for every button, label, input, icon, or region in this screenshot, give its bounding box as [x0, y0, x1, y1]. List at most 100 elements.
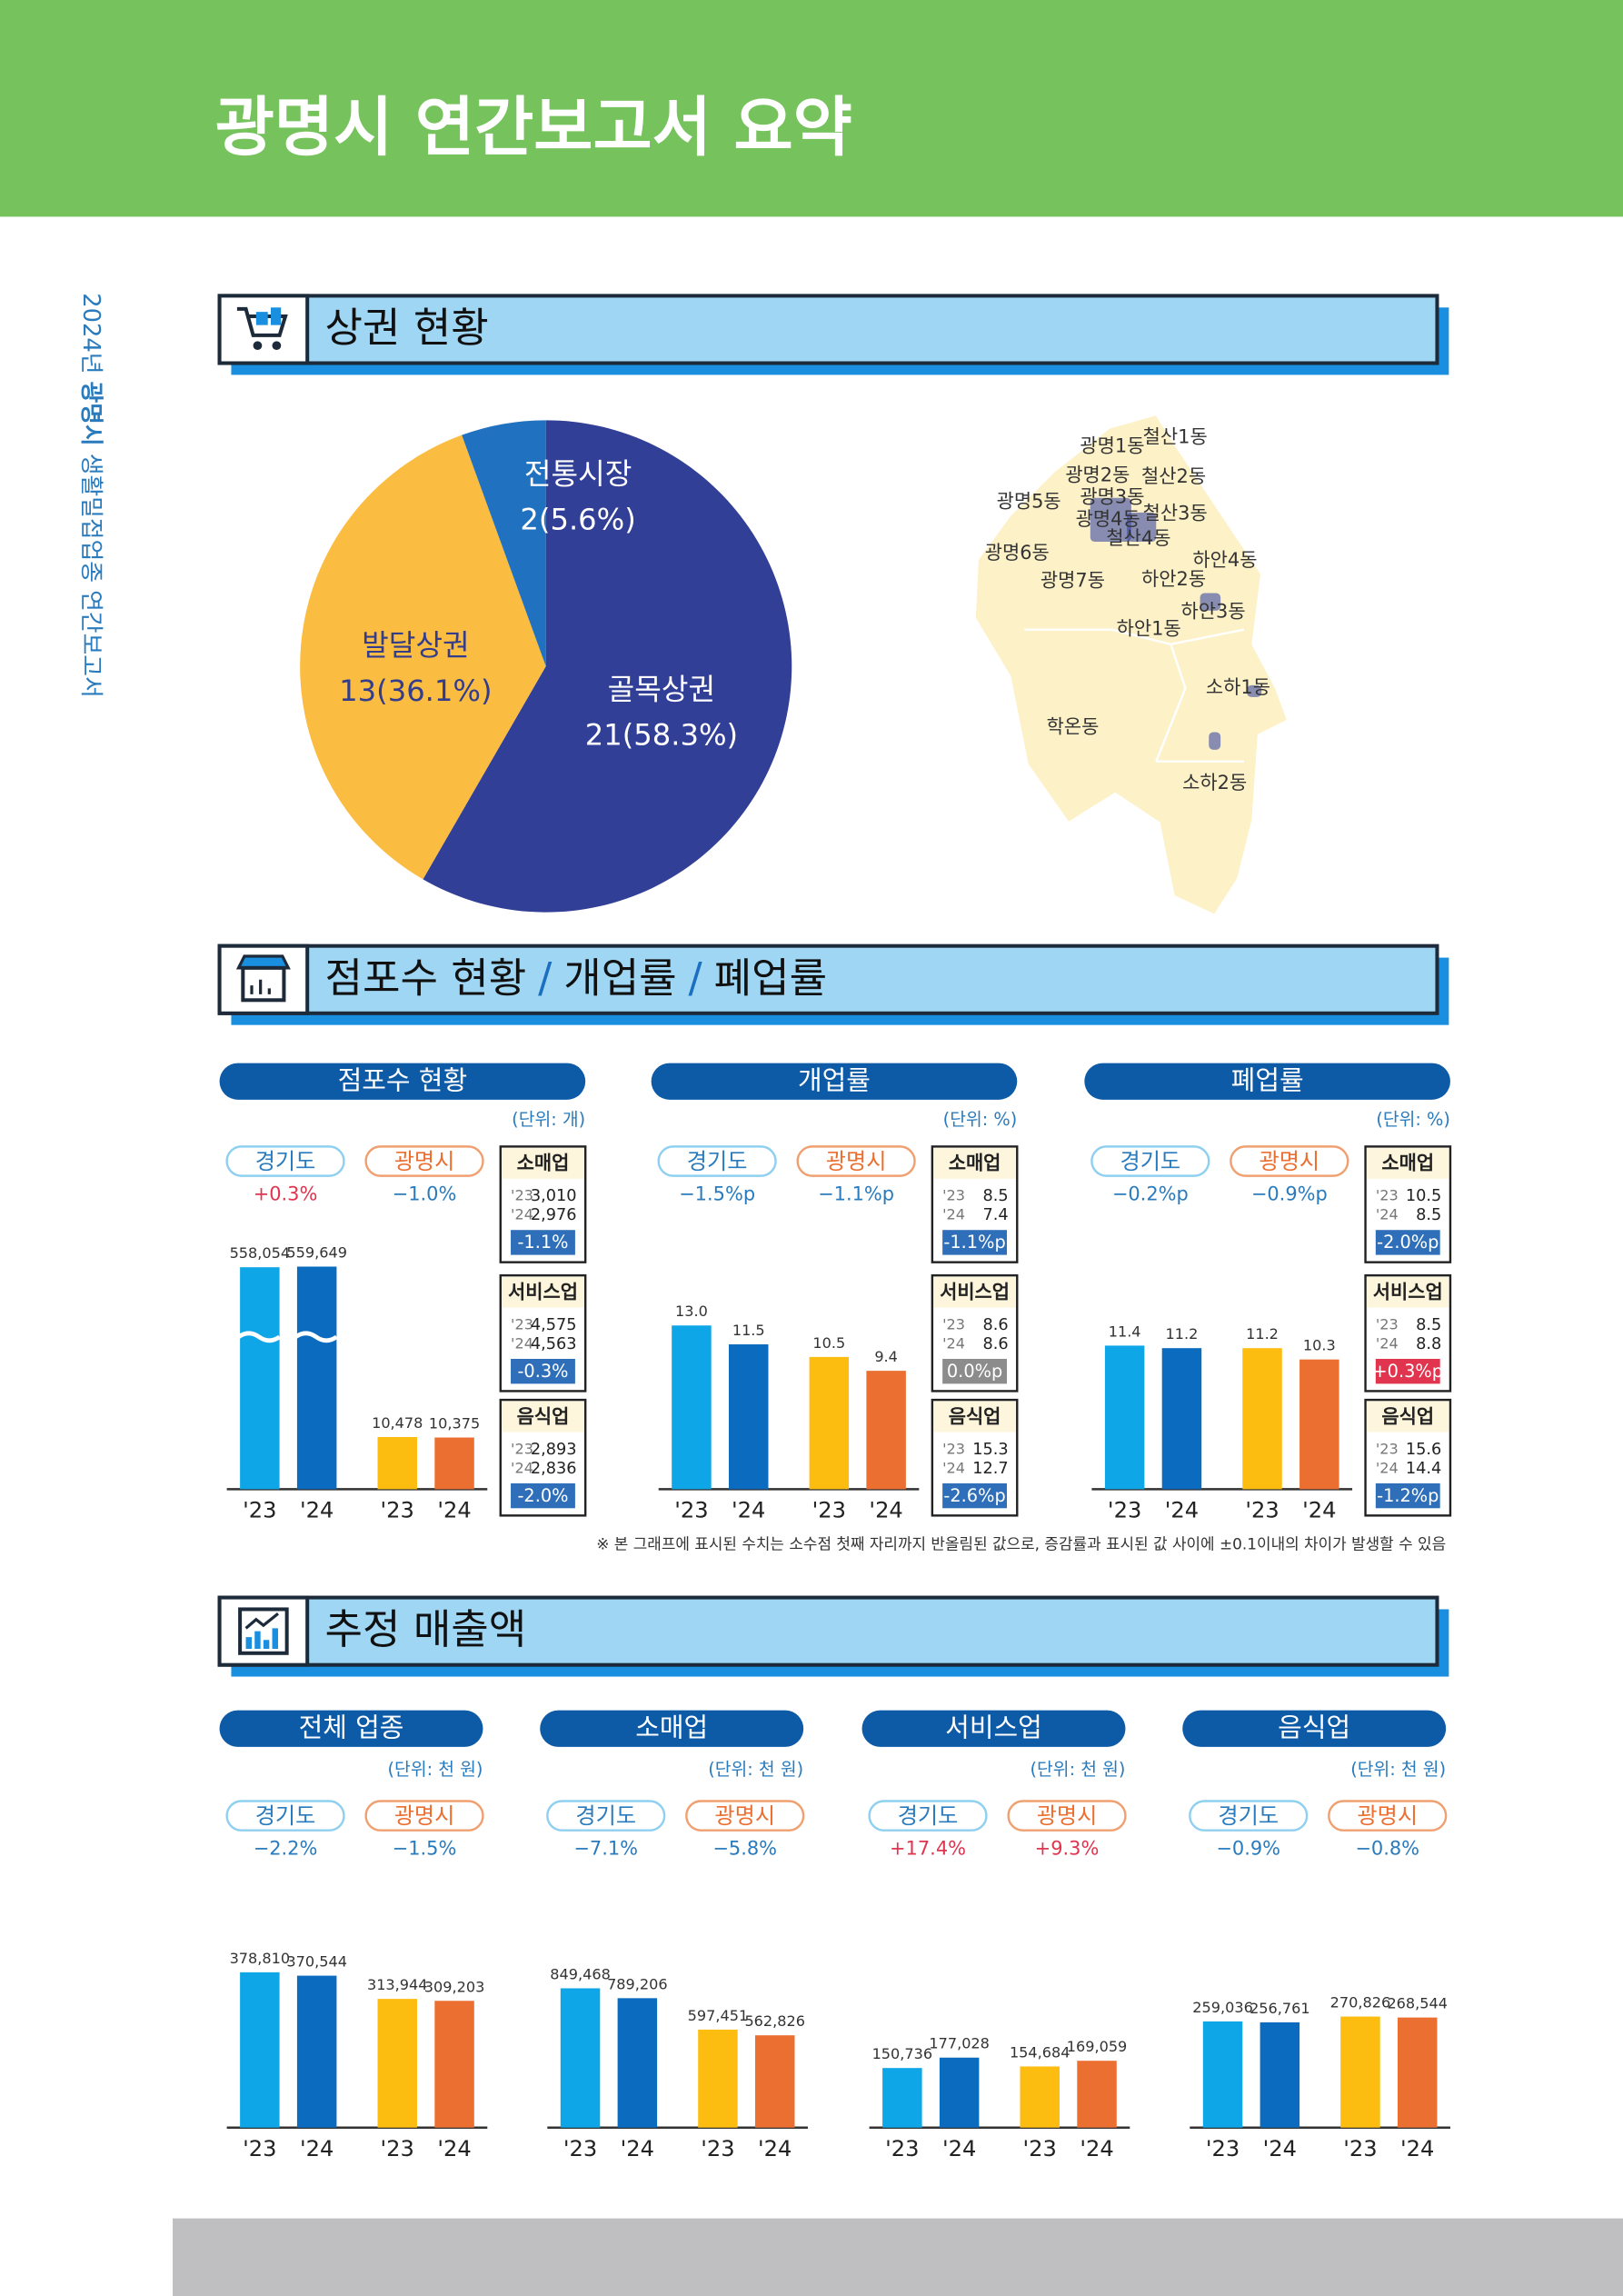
- shop-body: [241, 965, 286, 1003]
- x-tick-label: '23: [243, 1498, 276, 1523]
- legend-label: 경기도: [1218, 1803, 1279, 1829]
- legend-label: 경기도: [575, 1803, 636, 1829]
- x-tick-label: '23: [885, 2136, 919, 2161]
- box-name: 소매업: [1381, 1153, 1434, 1174]
- legend-label: 광명시: [1259, 1149, 1319, 1174]
- bar-value-label: 559,649: [286, 1243, 347, 1261]
- box-header: [933, 1276, 1016, 1308]
- pie-slice: [300, 434, 546, 880]
- box-value: 2,893: [531, 1441, 577, 1459]
- bar-value-label: 370,544: [286, 1953, 347, 1971]
- change-label: +17.4%: [890, 1838, 966, 1860]
- legend-pill: [1090, 1145, 1210, 1177]
- bar: [882, 2068, 922, 2128]
- map-label: 철산1동: [1143, 426, 1208, 448]
- x-tick-label: '24: [732, 1498, 765, 1523]
- pie-slice: [423, 420, 792, 913]
- panel-title: 소매업: [635, 1712, 708, 1743]
- x-tick-label: '23: [1206, 2136, 1240, 2161]
- title-part: /: [538, 953, 553, 1002]
- legend-label: 경기도: [255, 1149, 316, 1174]
- pie-value-label: 2(5.6%): [520, 503, 635, 537]
- cart-goods: [255, 312, 268, 325]
- bar-value-label: 177,028: [929, 2035, 990, 2052]
- panel-title: 개업률: [798, 1065, 871, 1096]
- side-label: 2024년광명시생활밀접업종 연간보고서: [77, 293, 105, 698]
- map-district-dots: [1127, 512, 1157, 543]
- box-change: -2.6%p: [943, 1485, 1005, 1506]
- section-icon-box: [217, 294, 310, 365]
- side-text: 생활밀접업종 연간보고서: [77, 454, 105, 698]
- legend-label: 광명시: [394, 1803, 455, 1829]
- panel-unit: (단위: 천 원): [1031, 1759, 1126, 1780]
- legend-pill: [868, 1800, 988, 1832]
- box-year: '23: [511, 1187, 533, 1204]
- legend-label: 경기도: [898, 1803, 959, 1829]
- panel-unit: (단위: 천 원): [388, 1759, 483, 1780]
- box-change: -1.1%: [517, 1232, 568, 1253]
- map-label: 철산4동: [1106, 527, 1170, 549]
- box-value: 2,836: [531, 1460, 577, 1478]
- legend-pill: [1007, 1800, 1127, 1832]
- shop-chart: [250, 979, 271, 994]
- legend-pill: [364, 1145, 484, 1177]
- bar: [434, 2001, 474, 2128]
- side-city: 광명시: [77, 382, 105, 446]
- bar: [1340, 2016, 1380, 2128]
- x-tick-label: '24: [300, 1498, 334, 1523]
- map-label: 광명3동: [1080, 486, 1144, 508]
- x-tick-label: '24: [437, 2136, 471, 2161]
- x-tick-label: '24: [437, 1498, 471, 1523]
- box-change: -2.0%p: [1377, 1232, 1439, 1253]
- map-label: 철산2동: [1141, 465, 1206, 487]
- box-header: [1367, 1148, 1449, 1179]
- change-label: −2.2%: [254, 1838, 318, 1860]
- section-title: 점포수 현황 / 개업률 / 폐업률: [325, 953, 828, 1002]
- bar-value-label: 10,375: [429, 1415, 480, 1433]
- box-year: '24: [511, 1459, 533, 1476]
- bar-value-label: 13.0: [675, 1303, 708, 1320]
- bar-value-label: 849,468: [550, 1965, 611, 1982]
- map-label: 하안4동: [1192, 549, 1257, 571]
- bar: [1020, 2066, 1060, 2128]
- box-header: [933, 1148, 1016, 1179]
- box-header: [1367, 1401, 1449, 1433]
- x-tick-label: '23: [1245, 1498, 1279, 1523]
- page-title: 광명시 연간보고서 요약: [215, 90, 852, 165]
- box-year: '23: [942, 1440, 965, 1457]
- panel-pill: [1182, 1710, 1447, 1747]
- section-title: 추정 매출액: [325, 1605, 527, 1653]
- panel-pill: [651, 1063, 1018, 1100]
- change-label: +0.3%: [254, 1183, 318, 1205]
- x-tick-label: '24: [1080, 2136, 1113, 2161]
- bar: [1397, 2017, 1438, 2128]
- bar-value-label: 10.3: [1303, 1337, 1336, 1354]
- box-value: 8.6: [982, 1316, 1008, 1334]
- x-tick-label: '24: [1165, 1498, 1199, 1523]
- legend-label: 경기도: [687, 1149, 748, 1174]
- box-name: 음식업: [949, 1405, 1001, 1427]
- box-year: '23: [942, 1315, 965, 1333]
- box-header: [933, 1401, 1016, 1433]
- map-label: 광명7동: [1041, 570, 1105, 592]
- box-value: 15.6: [1406, 1441, 1441, 1459]
- legend-pill: [364, 1800, 484, 1832]
- box-change: +0.3%p: [1373, 1361, 1444, 1382]
- map-label: 광명4동: [1076, 508, 1140, 530]
- axis-break: [237, 1331, 282, 1343]
- header-band: [0, 0, 1623, 217]
- bar-value-label: 313,944: [367, 1976, 428, 1993]
- bar-value-label: 11.5: [732, 1322, 765, 1339]
- bar-value-label: 378,810: [230, 1950, 291, 1967]
- box-value: 14.4: [1406, 1460, 1441, 1478]
- change-label: −0.9%p: [1251, 1183, 1328, 1205]
- pie-label: 발달상권: [362, 628, 469, 663]
- legend-pill: [1230, 1145, 1349, 1177]
- map-district-dots: [1200, 593, 1221, 611]
- box-year: '24: [511, 1206, 533, 1223]
- legend-pill: [225, 1145, 345, 1177]
- box-value: 4,575: [531, 1316, 577, 1334]
- box-value: 10.5: [1406, 1187, 1441, 1205]
- box-value: 7.4: [982, 1206, 1008, 1224]
- bar: [754, 2035, 795, 2128]
